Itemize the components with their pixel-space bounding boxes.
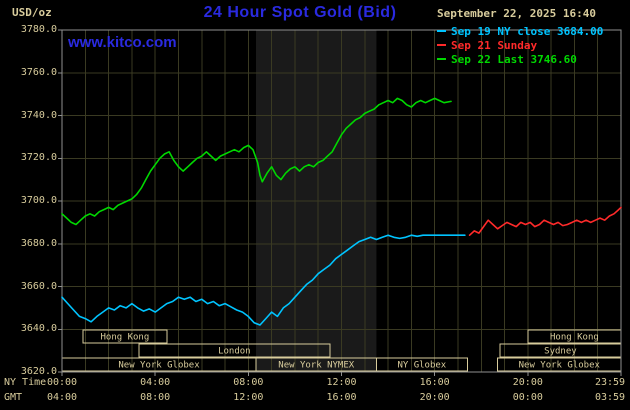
y-axis-label: 3720.0 [20,152,57,164]
x-axis-label-gmt: 20:00 [419,392,450,403]
session-label: New York Globex [118,361,200,371]
x-axis-label-gmt: 00:00 [512,392,543,403]
x-axis-label-gmt: 08:00 [140,392,171,403]
x-axis-label-gmt: 03:59 [594,392,626,403]
y-axis-label: 3780.0 [20,24,57,35]
x-axis-label-ny: 08:00 [233,377,264,388]
y-axis-label: 3640.0 [20,323,57,335]
x-axis-label-ny: 23:59 [594,377,626,388]
y-axis-label: 3760.0 [20,66,57,78]
series-line-sep-19-ny-close [61,234,466,326]
x-axis-label-gmt: 16:00 [326,392,357,403]
legend-item: Sep 19 NY close 3684.00 [437,24,603,38]
kitco-link[interactable]: www.kitco.com [68,34,177,51]
session-label: Hong Kong [550,333,599,343]
session-box [375,357,468,372]
legend-swatch-icon [437,44,446,46]
session-box [138,343,331,358]
session-box [82,329,168,344]
y-axis-label: 3700.0 [20,195,57,206]
session-label: New York Globex [519,361,601,371]
ny-time-axis-caption: NY Time [4,377,47,388]
session-label: NY Globex [397,361,446,371]
x-axis-label-gmt: 12:00 [233,392,264,403]
x-axis-label-ny: 20:00 [512,377,543,388]
x-axis-label-gmt: 04:00 [46,392,78,403]
series-line-sep-21-sunday [468,206,622,236]
legend-label: Sep 22 Last 3746.60 [451,52,577,66]
x-axis-label-ny: 04:00 [140,377,171,388]
y-axis-label: 3660.0 [20,280,57,292]
chart-title: 24 Hour Spot Gold (Bid) [203,4,397,21]
y-axis-label: 3680.0 [20,237,57,249]
gmt-axis-caption: GMT [4,392,23,403]
unit-label: USD/oz [12,6,52,19]
legend-item: Sep 22 Last 3746.60 [437,52,603,66]
legend-swatch-icon [437,58,446,60]
legend: Sep 19 NY close 3684.00 Sep 21 Sunday Sep … [437,24,603,66]
series-line-sep-22-last [61,97,452,226]
x-axis-label-ny: 00:00 [46,377,78,388]
session-label: Hong Kong [100,333,149,343]
x-axis-label-ny: 16:00 [419,377,450,388]
legend-swatch-icon [437,30,446,32]
y-axis-label: 3740.0 [20,109,57,121]
datetime-label: September 22, 2025 16:40 [437,7,596,20]
legend-label: Sep 21 Sunday [451,38,538,52]
session-label: New York NYMEX [278,361,354,371]
x-axis-label-ny: 12:00 [326,377,357,388]
session-label: London [218,347,251,357]
session-label: Sydney [544,347,577,357]
legend-label: Sep 19 NY close 3684.00 [451,24,604,38]
y-axis-label: 3620.0 [20,366,57,377]
legend-item: Sep 21 Sunday [437,38,603,52]
